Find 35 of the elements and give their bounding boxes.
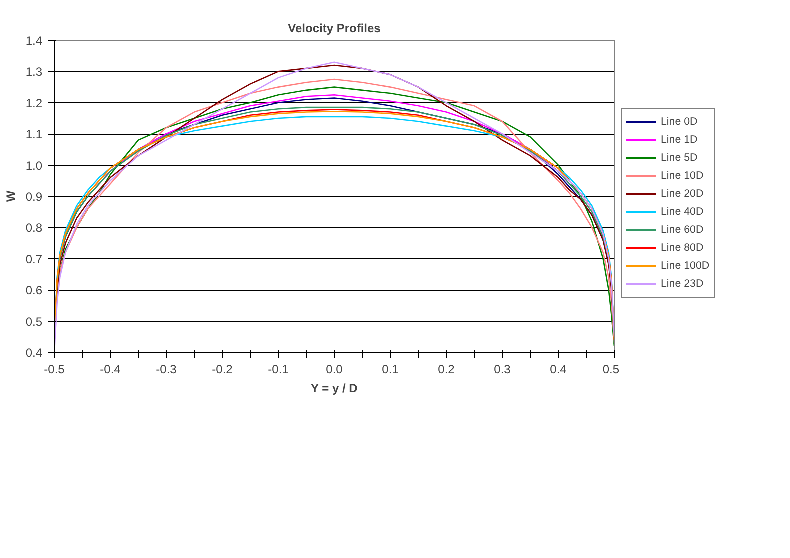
legend-label: Line 23D xyxy=(661,277,704,292)
x-tick-label: 0.5 xyxy=(602,362,620,376)
y-tick-label: 1.2 xyxy=(26,96,43,110)
y-tick-label: 1.1 xyxy=(26,128,43,142)
x-tick-label: -0.1 xyxy=(268,362,290,376)
legend-label: Line 40D xyxy=(661,205,704,220)
x-tick-label: -0.2 xyxy=(212,362,234,376)
y-tick-label: 1.3 xyxy=(26,65,43,80)
legend-label: Line 80D xyxy=(661,241,704,256)
x-tick-label: 0.0 xyxy=(326,362,344,376)
y-tick-label: 0.9 xyxy=(26,190,43,204)
legend-label: Line 5D xyxy=(661,151,698,166)
legend-label: Line 1D xyxy=(661,133,698,148)
x-tick-label: -0.5 xyxy=(44,362,66,376)
legend-label: Line 10D xyxy=(661,169,704,184)
y-tick-label: 0.7 xyxy=(26,252,43,266)
legend-label: Line 20D xyxy=(661,187,704,202)
x-tick-label: 0.2 xyxy=(438,362,456,376)
x-tick-label: 0.4 xyxy=(550,362,568,376)
y-tick-label: 0.4 xyxy=(26,346,43,360)
x-axis-title: Y = y / D xyxy=(310,382,358,396)
x-tick-label: 0.1 xyxy=(382,362,400,376)
x-tick-label: -0.4 xyxy=(100,362,122,376)
chart-title: Velocity Profiles xyxy=(288,22,382,36)
legend-label: Line 60D xyxy=(661,223,704,238)
legend-label: Line 0D xyxy=(661,115,698,130)
y-tick-label: 0.5 xyxy=(26,314,43,329)
y-tick-label: 1.0 xyxy=(26,158,43,173)
y-tick-label: 0.6 xyxy=(26,284,43,298)
y-tick-label: 0.8 xyxy=(26,221,43,236)
y-axis-title: W xyxy=(4,190,18,202)
x-tick-label: 0.3 xyxy=(494,362,512,376)
y-tick-label: 1.4 xyxy=(26,34,43,48)
legend-label: Line 100D xyxy=(661,259,710,274)
x-tick-label: -0.3 xyxy=(156,362,178,376)
